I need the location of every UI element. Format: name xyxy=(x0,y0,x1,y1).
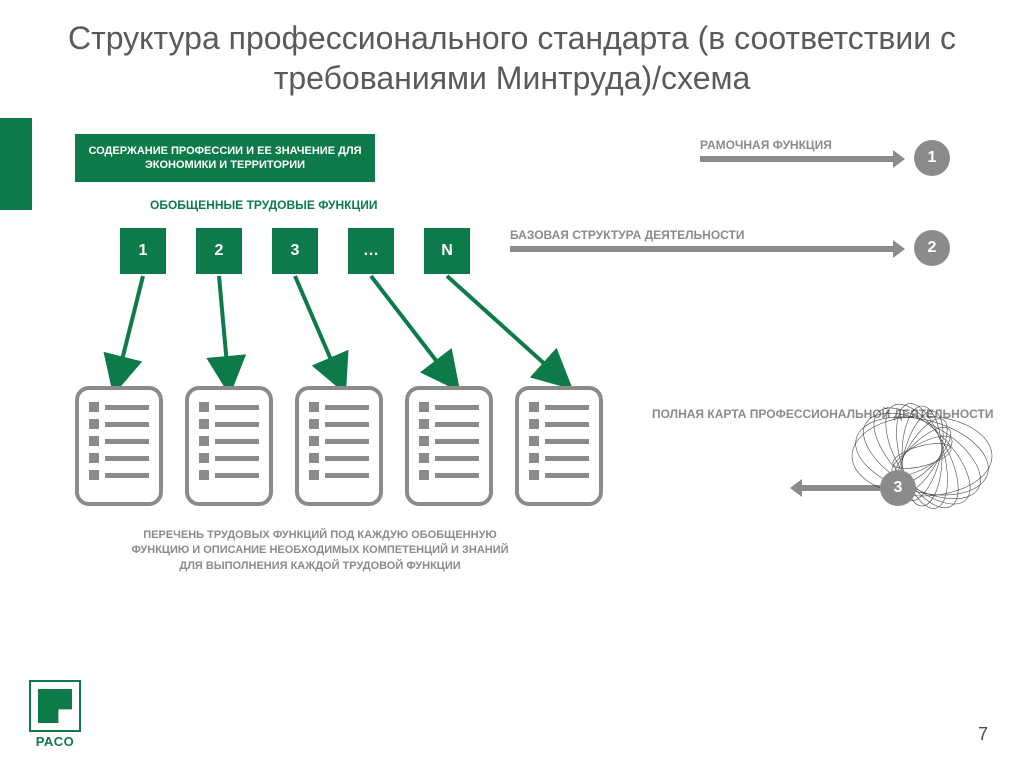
right-label-1: РАМОЧНАЯ ФУНКЦИЯ xyxy=(700,138,832,152)
right-label-2: БАЗОВАЯ СТРУКТУРА ДЕЯТЕЛЬНОСТИ xyxy=(510,228,744,242)
doc-icon xyxy=(295,386,383,506)
swirl-graphic xyxy=(842,376,1002,536)
logo-text: PACO xyxy=(26,734,84,749)
box-1: 1 xyxy=(120,228,166,274)
docs-row xyxy=(75,386,603,506)
circle-badge-2: 2 xyxy=(914,230,950,266)
header-block: СОДЕРЖАНИЕ ПРОФЕССИИ И ЕЕ ЗНАЧЕНИЕ ДЛЯ Э… xyxy=(75,134,375,182)
logo-icon xyxy=(29,680,81,732)
doc-icon xyxy=(405,386,493,506)
box-2: 2 xyxy=(196,228,242,274)
doc-icon xyxy=(75,386,163,506)
arrow-1 xyxy=(700,156,895,162)
box-ellipsis: … xyxy=(348,228,394,274)
circle-badge-1: 1 xyxy=(914,140,950,176)
slide-title: Структура профессионального стандарта (в… xyxy=(0,0,1024,98)
box-n: N xyxy=(424,228,470,274)
side-connector-block xyxy=(0,118,32,210)
arrow-2 xyxy=(510,246,895,252)
sub-label: ОБОБЩЕННЫЕ ТРУДОВЫЕ ФУНКЦИИ xyxy=(150,198,378,212)
circle-badge-3: 3 xyxy=(880,470,916,506)
box-3: 3 xyxy=(272,228,318,274)
doc-icon xyxy=(515,386,603,506)
page-number: 7 xyxy=(978,724,988,745)
boxes-row: 1 2 3 … N xyxy=(120,228,470,274)
bottom-description: ПЕРЕЧЕНЬ ТРУДОВЫХ ФУНКЦИЙ ПОД КАЖДУЮ ОБО… xyxy=(120,528,520,574)
logo: PACO xyxy=(26,680,84,749)
diagram-content: СОДЕРЖАНИЕ ПРОФЕССИИ И ЕЕ ЗНАЧЕНИЕ ДЛЯ Э… xyxy=(0,118,1024,698)
doc-icon xyxy=(185,386,273,506)
